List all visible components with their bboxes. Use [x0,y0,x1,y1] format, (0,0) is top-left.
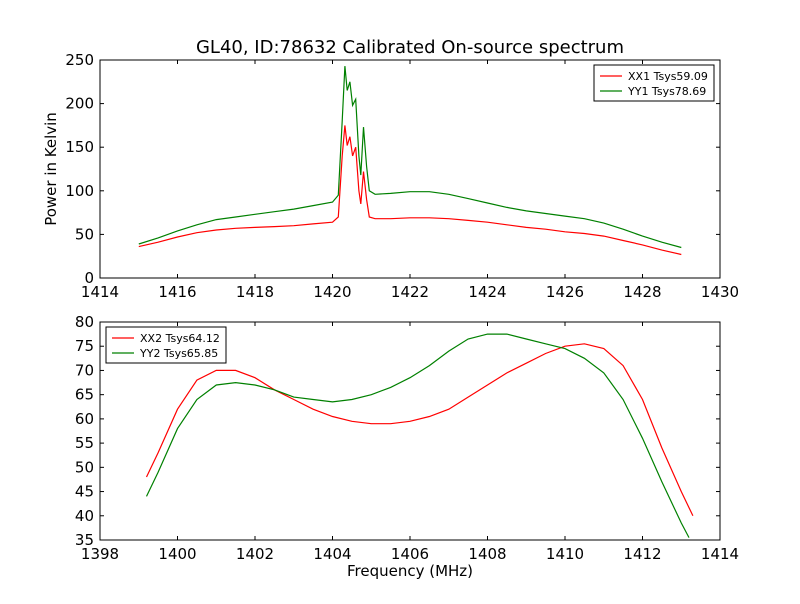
y-tick-label: 45 [75,483,94,501]
x-tick-label: 1420 [313,283,351,301]
legend-1: XX1 Tsys59.09 YY1 Tsys78.69 [593,64,715,102]
x-tick-label: 1412 [623,545,661,563]
legend-label: XX1 Tsys59.09 [628,70,708,83]
x-tick-label: 1414 [81,283,119,301]
x-tick-label: 1424 [468,283,506,301]
x-tick-label: 1410 [546,545,584,563]
x-tick-label: 1422 [391,283,429,301]
y-tick-label: 0 [84,269,94,287]
x-tick-label: 1414 [701,545,739,563]
series-line-1-1 [138,125,682,256]
x-tick-label: 1418 [236,283,274,301]
x-tick-label: 1428 [623,283,661,301]
y-tick-label: 70 [75,361,94,379]
x-axis-label: Frequency (MHz) [347,562,473,580]
y-tick-label: 50 [75,458,94,476]
y-tick-label: 75 [75,337,94,355]
y-tick-label: 35 [75,531,94,549]
legend-label: YY2 Tsys65.85 [139,347,218,360]
legend-label: XX2 Tsys64.12 [140,332,220,345]
y-tick-label: 100 [65,182,94,200]
series-line-2-1 [145,343,694,517]
y-tick-label: 50 [75,225,94,243]
y-axis-label: Power in Kelvin [42,112,60,226]
y-tick-label: 40 [75,507,94,525]
x-tick-label: 1416 [158,283,196,301]
y-tick-label: 200 [65,95,94,113]
legend-2: XX2 Tsys64.12 YY2 Tsys65.85 [105,326,227,364]
x-tick-label: 1402 [236,545,274,563]
y-tick-label: 65 [75,386,94,404]
legend-box [105,326,227,364]
chart-title: GL40, ID:78632 Calibrated On-source spec… [196,37,624,58]
plot-panel-1: 1414 1416 1418 1420 1422 1424 1426 1428 1430 0 50 1… [42,51,739,301]
x-tick-label: 1398 [81,545,119,563]
y-tick-label: 60 [75,410,94,428]
y-tick-label: 55 [75,434,94,452]
legend-box [593,64,715,102]
x-tick-label: 1430 [701,283,739,301]
x-tick-label: 1400 [158,545,196,563]
x-tick-label: 1404 [313,545,351,563]
series-line-2-2 [145,333,690,538]
series-line-1-2 [138,66,682,249]
plot-panel-2: 1398 1400 1402 1404 1406 1408 1410 1412 1414 35 40… [75,313,739,580]
y-tick-label: 80 [75,313,94,331]
x-tick-label: 1406 [391,545,429,563]
y-tick-label: 250 [65,51,94,69]
x-tick-label: 1408 [468,545,506,563]
legend-label: YY1 Tsys78.69 [627,85,706,98]
x-tick-label: 1426 [546,283,584,301]
y-tick-label: 150 [65,138,94,156]
